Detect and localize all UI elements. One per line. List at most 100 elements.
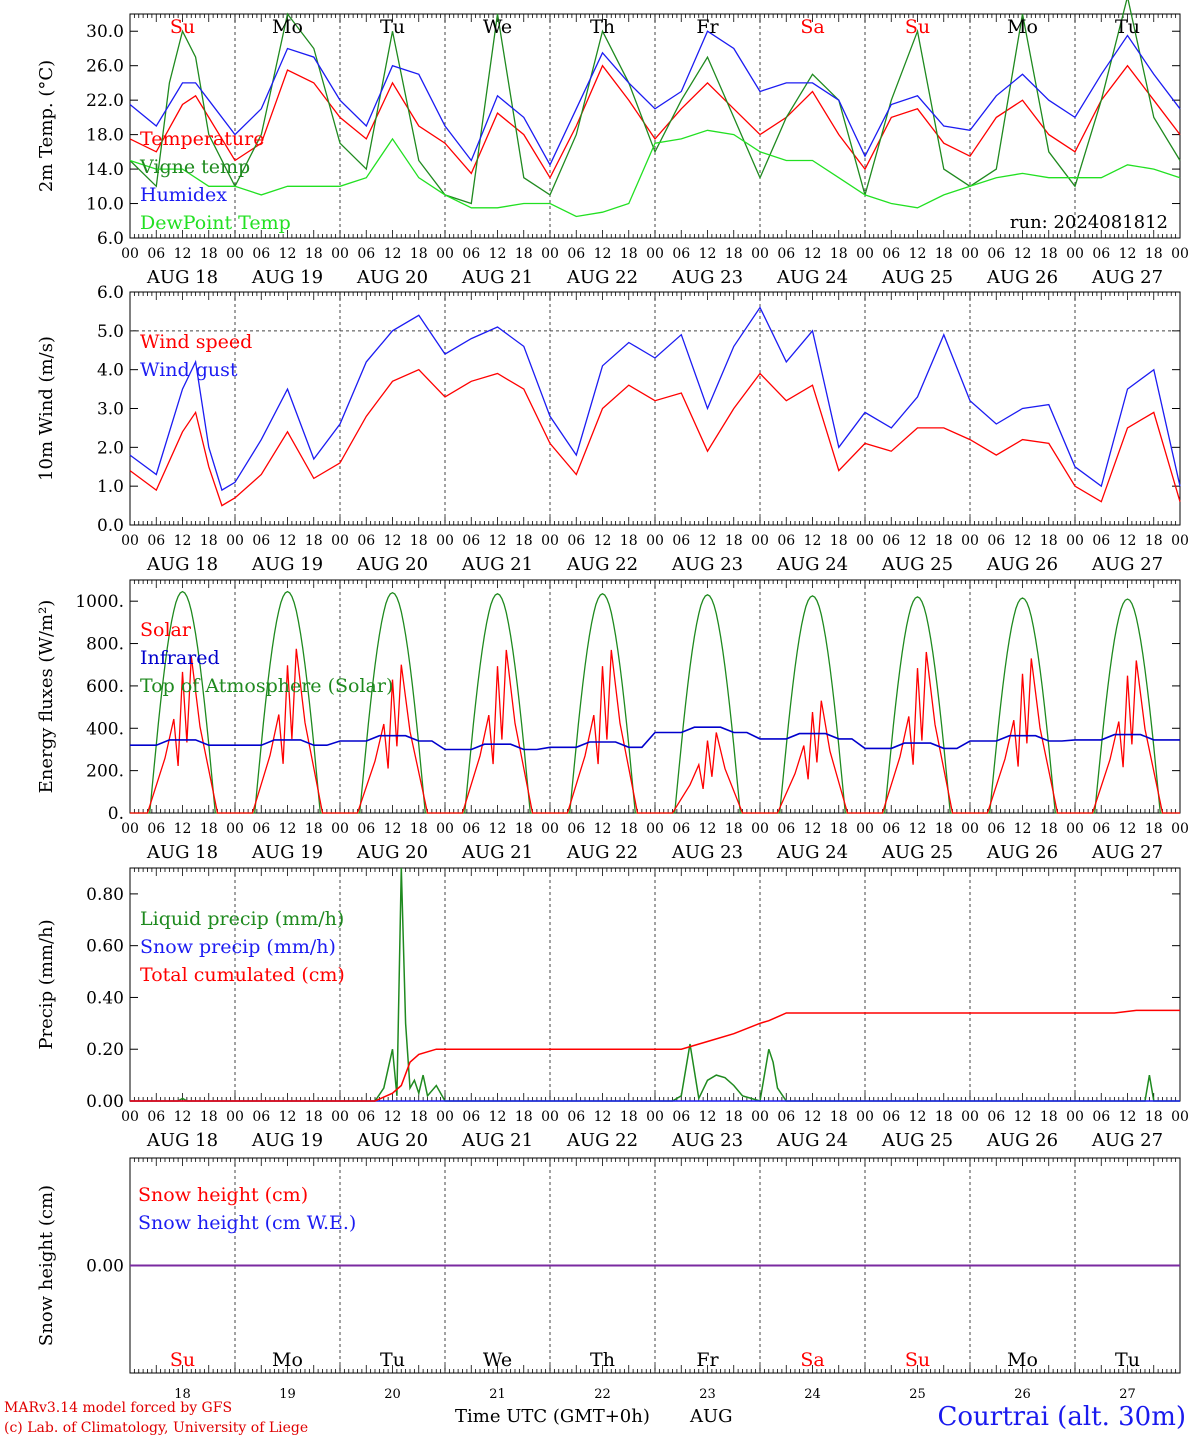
x-hour-label: 18	[620, 821, 638, 837]
x-hour-label: 18	[1040, 1109, 1058, 1125]
x-hour-label: 00	[121, 1109, 139, 1125]
x-hour-label: 12	[489, 246, 507, 262]
weekday-top-label: Su	[905, 16, 930, 38]
x-hour-label: 06	[567, 821, 585, 837]
x-hour-label: 00	[1066, 533, 1084, 549]
lab-credit: (c) Lab. of Climatology, University of L…	[4, 1420, 309, 1436]
weekday-bottom-label: Su	[170, 1349, 195, 1371]
weekday-top-label: Su	[170, 16, 195, 38]
weekday-bottom-label: Mo	[272, 1349, 303, 1371]
x-date-label: AUG 26	[986, 554, 1058, 575]
y-axis-label: 2m Temp. (°C)	[36, 60, 57, 192]
weekday-bottom-label: Tu	[1115, 1349, 1140, 1371]
x-hour-label: 00	[1171, 246, 1189, 262]
x-hour-label: 12	[279, 1109, 297, 1125]
x-hour-label: 06	[567, 533, 585, 549]
x-hour-label: 18	[200, 246, 218, 262]
x-hour-label: 06	[882, 246, 900, 262]
x-hour-label: 18	[305, 246, 323, 262]
x-date-label: AUG 24	[776, 267, 848, 288]
x-hour-label: 06	[567, 246, 585, 262]
x-hour-label: 06	[252, 533, 270, 549]
weekday-top-label: We	[483, 16, 512, 38]
x-date-label: AUG 22	[566, 267, 638, 288]
x-hour-label: 00	[1171, 1109, 1189, 1125]
x-hour-label: 18	[200, 1109, 218, 1125]
x-hour-label: 12	[489, 821, 507, 837]
weekday-top-label: Sa	[800, 16, 824, 38]
x-hour-label: 18	[620, 533, 638, 549]
x-hour-label: 18	[515, 1109, 533, 1125]
x-date-label: AUG 18	[146, 554, 218, 575]
run-annotation: run: 2024081812	[1010, 212, 1168, 233]
x-hour-label: 18	[410, 533, 428, 549]
x-hour-label: 18	[200, 821, 218, 837]
time-axis-month: AUG	[690, 1406, 733, 1427]
x-hour-label: 00	[856, 246, 874, 262]
day-number-label: 24	[804, 1387, 821, 1402]
x-date-label: AUG 27	[1091, 1130, 1163, 1151]
x-hour-label: 00	[856, 1109, 874, 1125]
x-hour-label: 00	[541, 533, 559, 549]
x-date-label: AUG 23	[671, 554, 743, 575]
x-hour-label: 12	[489, 533, 507, 549]
x-hour-label: 12	[489, 1109, 507, 1125]
x-hour-label: 12	[594, 533, 612, 549]
y-tick-label: 0.00	[86, 1092, 124, 1112]
x-hour-label: 00	[226, 246, 244, 262]
x-hour-label: 06	[357, 821, 375, 837]
legend-dewpoint-temp: DewPoint Temp	[140, 212, 291, 234]
y-tick-label: 2.0	[97, 438, 124, 458]
x-hour-label: 00	[436, 533, 454, 549]
day-number-label: 23	[699, 1387, 716, 1402]
x-hour-label: 06	[462, 1109, 480, 1125]
y-tick-label: 0.20	[86, 1040, 124, 1060]
x-date-label: AUG 26	[986, 1130, 1058, 1151]
x-hour-label: 00	[751, 1109, 769, 1125]
x-date-label: AUG 24	[776, 1130, 848, 1151]
x-hour-label: 18	[515, 533, 533, 549]
x-hour-label: 18	[305, 533, 323, 549]
x-date-label: AUG 24	[776, 842, 848, 863]
x-hour-label: 12	[1014, 533, 1032, 549]
x-hour-label: 06	[777, 1109, 795, 1125]
x-hour-label: 06	[987, 533, 1005, 549]
x-hour-label: 00	[1171, 821, 1189, 837]
x-date-label: AUG 18	[146, 1130, 218, 1151]
day-number-label: 20	[384, 1387, 401, 1402]
x-hour-label: 18	[305, 1109, 323, 1125]
y-axis-label: 10m Wind (m/s)	[36, 336, 57, 481]
x-hour-label: 18	[935, 1109, 953, 1125]
x-date-label: AUG 22	[566, 1130, 638, 1151]
x-hour-label: 00	[226, 821, 244, 837]
x-hour-label: 18	[410, 246, 428, 262]
series-total-cumulated-cm-	[130, 1009, 1180, 1102]
series-temperature	[129, 64, 1181, 180]
x-date-label: AUG 20	[356, 267, 428, 288]
y-tick-label: 600.	[86, 677, 124, 697]
legend-infrared: Infrared	[140, 647, 220, 669]
x-hour-label: 00	[751, 821, 769, 837]
x-hour-label: 06	[252, 1109, 270, 1125]
y-tick-label: 0.00	[86, 1257, 124, 1277]
x-hour-label: 06	[1092, 1109, 1110, 1125]
x-hour-label: 00	[331, 533, 349, 549]
x-hour-label: 06	[882, 533, 900, 549]
time-axis-label: Time UTC (GMT+0h)	[455, 1406, 650, 1427]
x-hour-label: 06	[987, 821, 1005, 837]
day-number-label: 22	[594, 1387, 611, 1402]
x-hour-label: 00	[331, 821, 349, 837]
x-hour-label: 18	[725, 533, 743, 549]
x-hour-label: 12	[909, 821, 927, 837]
x-hour-label: 06	[252, 821, 270, 837]
y-axis-label: Precip (mm/h)	[36, 919, 57, 1049]
x-hour-label: 12	[804, 1109, 822, 1125]
x-date-label: AUG 25	[881, 1130, 953, 1151]
x-hour-label: 12	[909, 1109, 927, 1125]
day-number-label: 19	[279, 1387, 296, 1402]
x-hour-label: 12	[174, 821, 192, 837]
weekday-bottom-label: We	[483, 1349, 512, 1371]
x-hour-label: 06	[462, 821, 480, 837]
legend-temperature: Temperature	[140, 128, 264, 150]
x-hour-label: 18	[1145, 1109, 1163, 1125]
